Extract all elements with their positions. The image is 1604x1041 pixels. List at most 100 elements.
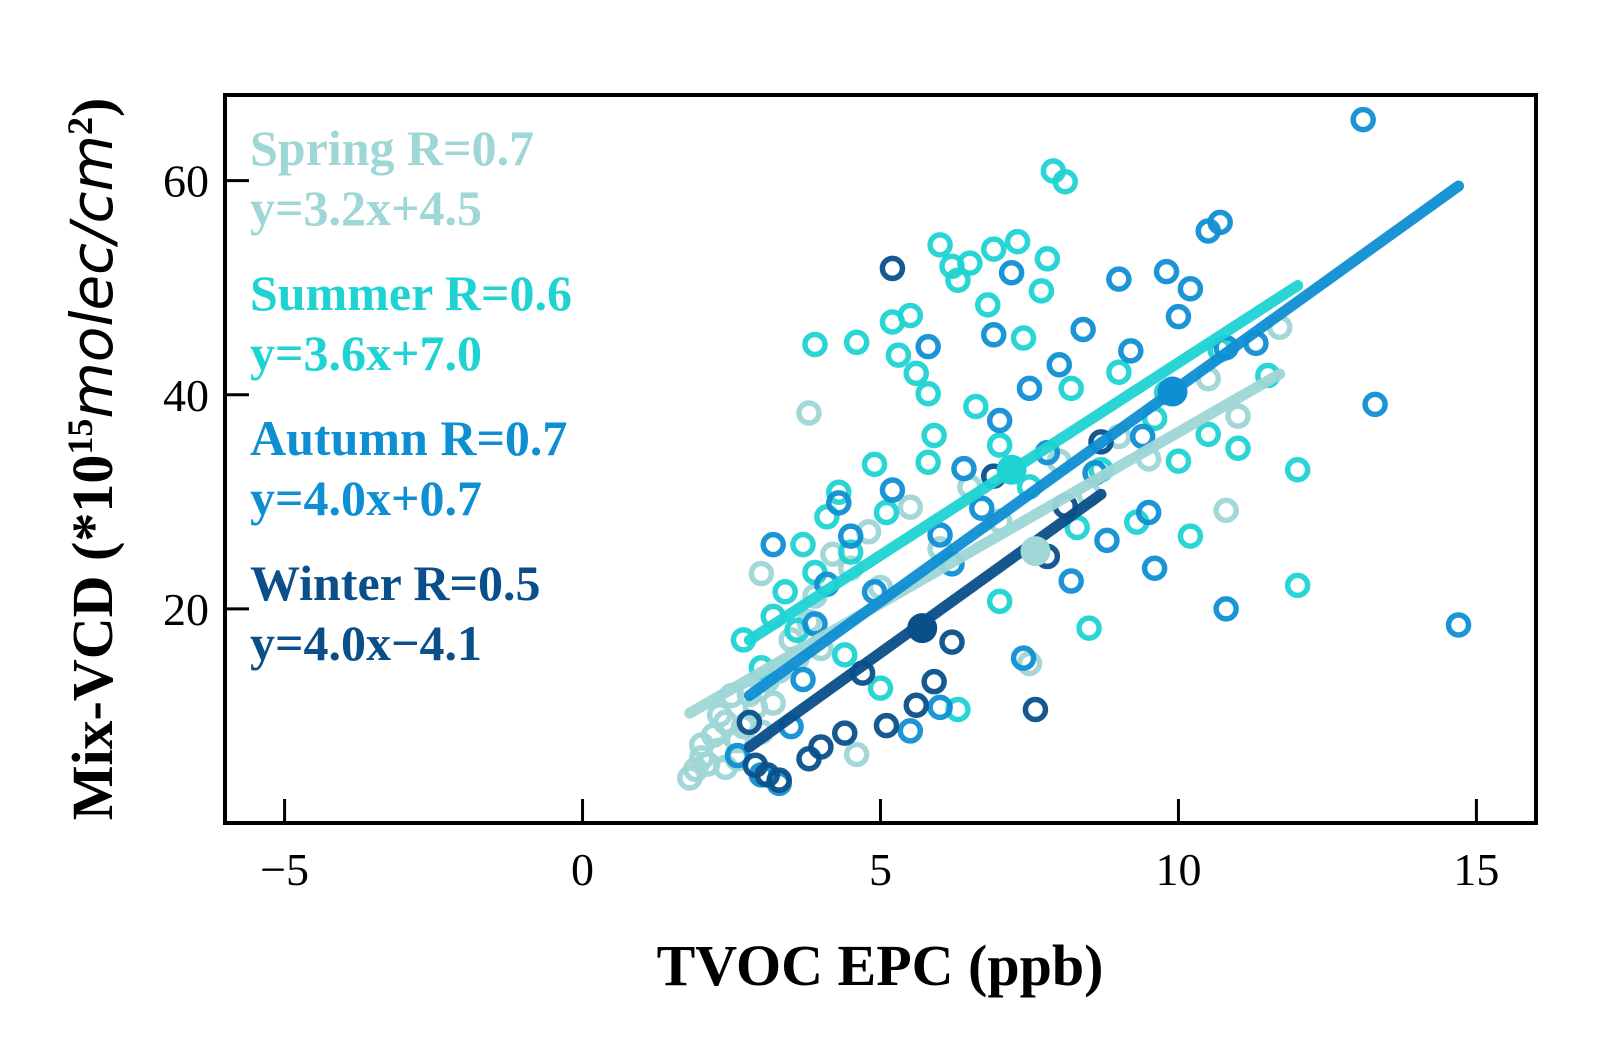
data-point-autumn <box>927 694 953 721</box>
data-point-summer <box>903 360 930 387</box>
data-point-summer <box>772 579 798 605</box>
y-axis-ticks: 20 40 60 <box>163 156 249 635</box>
data-point-autumn <box>927 522 953 548</box>
x-tick-label: 10 <box>1155 844 1201 895</box>
data-point-summer <box>1177 523 1204 549</box>
legend: Spring R=0.7 y=3.2x+4.5 Summer R=0.6 y=3… <box>250 120 572 671</box>
data-point-spring <box>760 690 786 716</box>
data-point-autumn <box>826 490 852 516</box>
data-point-summer <box>843 329 870 356</box>
data-point-autumn <box>1016 375 1043 402</box>
data-point-autumn <box>1106 266 1132 292</box>
data-point-summer <box>1225 435 1251 462</box>
data-point-autumn <box>1350 106 1376 133</box>
data-point-summer <box>980 236 1007 262</box>
legend-summer-r: Summer R=0.6 <box>250 265 572 321</box>
data-point-autumn <box>986 407 1013 434</box>
data-point-autumn <box>1046 352 1073 378</box>
data-point-autumn <box>1165 303 1192 330</box>
mean-marker-winter <box>907 613 938 644</box>
data-point-summer <box>1284 572 1311 599</box>
data-point-autumn <box>980 322 1007 348</box>
data-point-summer <box>1028 278 1055 304</box>
data-point-spring <box>843 741 870 768</box>
data-point-winter <box>939 629 965 655</box>
data-point-summer <box>1076 615 1102 641</box>
data-point-summer <box>963 393 989 420</box>
data-point-summer <box>826 479 852 505</box>
points-layer <box>677 106 1472 797</box>
legend-autumn-eq: y=4.0x+0.7 <box>250 470 482 526</box>
mean-marker-summer <box>996 454 1027 485</box>
data-point-autumn <box>897 718 924 744</box>
data-point-summer <box>861 451 888 478</box>
data-point-winter <box>766 767 792 793</box>
data-point-winter <box>736 709 763 736</box>
data-point-summer <box>1106 359 1132 386</box>
data-point-summer <box>945 267 971 293</box>
data-point-autumn <box>951 455 977 482</box>
y-tick-label: 20 <box>163 584 209 635</box>
data-point-spring <box>1213 497 1239 524</box>
data-point-autumn <box>1177 276 1204 302</box>
data-point-autumn <box>998 259 1025 286</box>
data-point-summer <box>986 588 1013 615</box>
data-point-autumn <box>760 531 786 558</box>
data-point-summer <box>986 432 1013 458</box>
data-point-summer <box>1052 168 1078 195</box>
data-point-winter <box>879 255 906 282</box>
data-point-summer <box>921 422 947 449</box>
data-point-autumn <box>879 477 906 503</box>
data-point-summer <box>927 232 953 258</box>
data-point-summer <box>802 559 828 586</box>
data-point-summer <box>957 250 983 276</box>
data-point-autumn <box>1362 391 1388 418</box>
data-point-winter <box>873 712 900 739</box>
data-point-summer <box>915 380 941 407</box>
data-point-winter <box>796 746 822 772</box>
y-axis-title-unit-exponent: 2 <box>60 117 100 135</box>
y-axis-title-suffix: ) <box>60 98 125 117</box>
data-point-autumn <box>1135 499 1162 526</box>
data-point-autumn <box>969 495 995 521</box>
data-point-summer <box>1010 325 1037 351</box>
legend-spring-eq: y=3.2x+4.5 <box>250 180 482 236</box>
data-point-summer <box>873 499 900 526</box>
data-point-spring <box>897 494 924 520</box>
data-point-summer <box>975 292 1001 318</box>
data-point-autumn <box>1058 568 1084 594</box>
data-point-summer <box>1034 246 1061 272</box>
mean-marker-autumn <box>1157 376 1188 407</box>
data-point-autumn <box>802 611 828 637</box>
data-point-summer <box>1284 456 1311 483</box>
legend-winter-eq: y=4.0x−4.1 <box>250 615 482 671</box>
data-point-spring <box>796 400 822 426</box>
data-point-summer <box>915 449 941 475</box>
x-tick-label: 5 <box>869 844 892 895</box>
legend-autumn-r: Autumn R=0.7 <box>250 410 567 466</box>
means-layer <box>907 376 1188 644</box>
data-point-autumn <box>1094 527 1120 554</box>
data-point-spring <box>748 560 775 587</box>
data-point-winter <box>903 692 930 718</box>
data-point-summer <box>1058 375 1084 402</box>
legend-spring-r: Spring R=0.7 <box>250 120 534 176</box>
y-axis-title-unit: molec/cm <box>58 135 126 419</box>
data-point-autumn <box>1010 645 1037 671</box>
x-tick-label: −5 <box>260 844 309 895</box>
data-point-summer <box>790 531 816 558</box>
x-tick-label: 0 <box>571 844 594 895</box>
data-point-summer <box>897 302 924 329</box>
x-tick-label: 15 <box>1453 844 1499 895</box>
data-point-autumn <box>1445 612 1472 638</box>
data-point-autumn <box>790 666 816 693</box>
data-point-spring <box>706 702 733 728</box>
data-point-summer <box>802 331 828 358</box>
y-tick-label: 60 <box>163 156 209 207</box>
y-tick-label: 40 <box>163 370 209 421</box>
data-point-winter <box>754 762 781 788</box>
data-point-summer <box>1004 228 1031 255</box>
data-point-autumn <box>1118 338 1144 364</box>
data-point-spring <box>1225 403 1251 429</box>
